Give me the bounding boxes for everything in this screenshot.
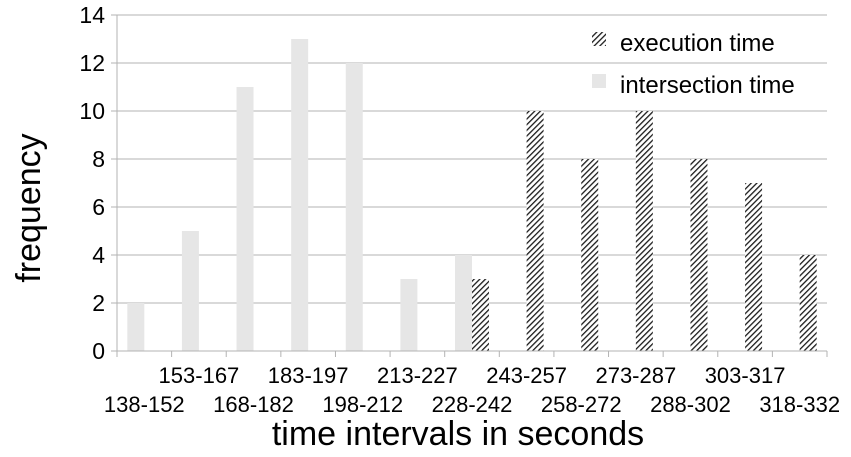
x-tick-label: 153-167 — [159, 363, 240, 388]
execution-time-bar — [635, 111, 653, 351]
intersection-time-bar — [181, 231, 199, 351]
intersection-time-bar — [236, 87, 254, 351]
x-tick-label: 288-302 — [650, 392, 731, 417]
execution-time-bar — [745, 183, 763, 351]
execution-time-bar — [690, 159, 708, 351]
x-axis-title: time intervals in seconds — [272, 415, 644, 452]
x-tick-label: 258-272 — [541, 392, 622, 417]
x-tick-label: 198-212 — [322, 392, 403, 417]
x-tick-label: 303-317 — [705, 363, 786, 388]
y-tick-label: 12 — [79, 50, 105, 76]
legend-swatch-execution-time — [592, 32, 606, 46]
y-tick-label: 14 — [79, 2, 105, 28]
legend: execution time intersection time — [592, 30, 795, 99]
y-tick-label: 4 — [92, 242, 105, 268]
x-tick-label: 243-257 — [486, 363, 567, 388]
axes: 0 2 4 6 8 10 12 14 138-152 153-167 168-182 183-197 1… — [79, 2, 840, 417]
legend-label: intersection time — [620, 72, 795, 99]
y-tick-label: 2 — [92, 290, 105, 316]
intersection-time-bar — [400, 279, 418, 351]
legend-label: execution time — [620, 30, 775, 57]
x-tick-label: 168-182 — [213, 392, 294, 417]
x-tick-label: 228-242 — [432, 392, 513, 417]
intersection-time-bar — [291, 39, 309, 351]
x-tick-label: 273-287 — [595, 363, 676, 388]
y-tick-label: 10 — [79, 98, 105, 124]
legend-swatch-intersection-time — [592, 74, 606, 88]
execution-time-bar — [799, 255, 817, 351]
execution-time-bar — [526, 111, 544, 351]
intersection-time-bar — [127, 303, 145, 351]
y-tick-label: 6 — [92, 194, 105, 220]
y-axis-title: frequency — [10, 133, 48, 282]
intersection-time-bar — [455, 255, 472, 351]
x-tick-label: 138-152 — [104, 392, 185, 417]
execution-time-bar — [581, 159, 599, 351]
y-tick-label: 0 — [92, 338, 105, 364]
x-tick-label: 183-197 — [268, 363, 349, 388]
bars — [127, 39, 817, 351]
execution-time-bar — [472, 279, 489, 351]
x-tick-label: 213-227 — [377, 363, 458, 388]
x-tick-label: 318-332 — [759, 392, 840, 417]
intersection-time-bar — [345, 63, 363, 351]
y-tick-label: 8 — [92, 146, 105, 172]
